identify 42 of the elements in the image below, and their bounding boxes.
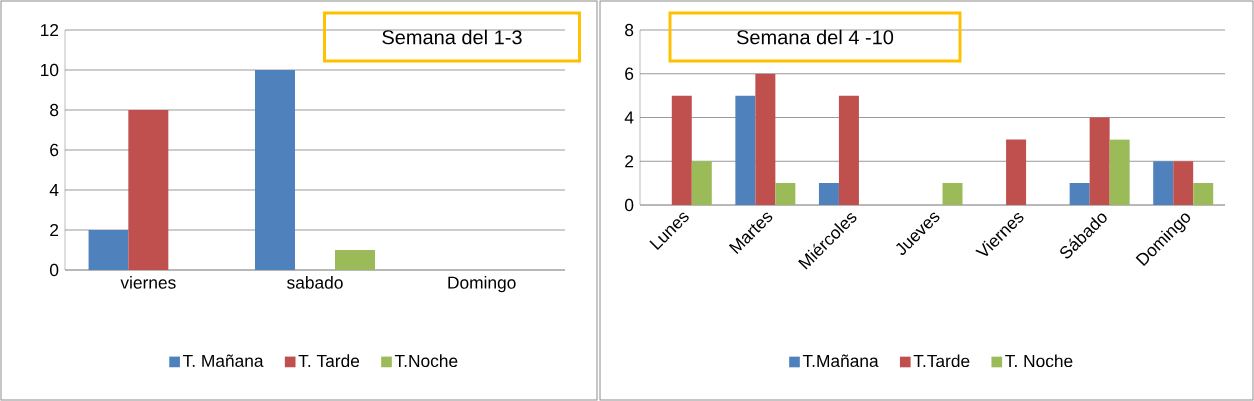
bar <box>1173 161 1194 205</box>
bar <box>1006 139 1027 205</box>
y-tick-label: 6 <box>625 67 634 80</box>
bar <box>1069 183 1090 205</box>
chart-title: Semana del 4 -10 <box>736 29 894 45</box>
bar <box>335 250 376 270</box>
bar <box>818 183 839 205</box>
bar <box>735 95 756 205</box>
y-tick-label: 4 <box>624 111 634 124</box>
legend-label: T.Tarde <box>913 354 970 368</box>
y-tick-label: 0 <box>49 263 59 277</box>
x-tick-label: viernes <box>120 276 176 289</box>
y-tick-label: 6 <box>50 143 59 157</box>
legend-label: T. Tarde <box>298 354 360 368</box>
bar <box>255 70 295 270</box>
y-tick-label: 8 <box>50 103 59 117</box>
bar <box>1089 117 1110 205</box>
y-tick-label: 10 <box>41 63 59 77</box>
bar <box>775 183 796 205</box>
y-tick-label: 0 <box>624 198 634 212</box>
bar <box>88 230 129 270</box>
bar <box>128 110 169 270</box>
bar <box>942 183 963 205</box>
bar <box>1153 161 1174 205</box>
y-tick-label: 4 <box>49 184 59 196</box>
legend-label: T.Mañana <box>802 354 879 368</box>
legend-label: T.Noche <box>394 354 458 368</box>
bar <box>838 95 859 205</box>
x-tick-label: Domingo <box>448 276 516 293</box>
legend-label: T. Mañana <box>182 354 264 368</box>
y-tick-label: 2 <box>50 223 59 237</box>
chart-title: Semana del 1-3 <box>382 29 522 45</box>
x-tick-label: sabado <box>287 276 343 289</box>
bar <box>1193 183 1214 205</box>
bar <box>755 73 776 205</box>
y-tick-label: 8 <box>625 23 634 37</box>
y-tick-label: 2 <box>625 155 634 168</box>
bar <box>1109 139 1130 205</box>
y-tick-label: 12 <box>41 23 59 37</box>
legend-label: T. Noche <box>1005 354 1073 368</box>
bar <box>691 161 712 205</box>
bar <box>671 95 692 205</box>
